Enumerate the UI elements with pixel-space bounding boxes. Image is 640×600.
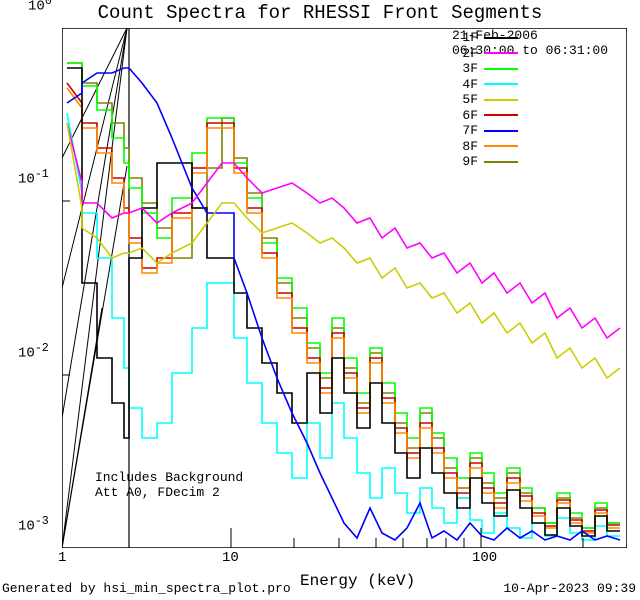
legend-swatch-6F [484,114,518,116]
legend-row-5F[interactable]: 5F [452,92,518,108]
series-3F[interactable] [67,63,620,528]
x-tick-label-10: 10 [222,550,239,566]
legend-swatch-8F [484,145,518,147]
y-tick-label-3: 10-3 [18,514,49,535]
annotation-text: Includes Background Att A0, FDecim 2 [95,470,243,500]
legend-swatch-4F [484,83,518,85]
chart-title: Count Spectra for RHESSI Front Segments [0,2,640,24]
rhessi-spectra-window: Count Spectra for RHESSI Front Segments [0,0,640,600]
y-tick-label-0: 100 [28,0,52,15]
series-8F[interactable] [67,88,620,533]
y-tick-label-2: 10-2 [18,341,49,362]
series-2F[interactable] [67,123,620,338]
series-9F[interactable] [67,63,620,528]
x-tick-label-100: 100 [472,550,497,566]
x-tick-label-1: 1 [58,550,66,566]
legend-row-3F[interactable]: 3F [452,61,518,77]
legend-swatch-2F [484,52,518,54]
legend-row-8F[interactable]: 8F [452,139,518,155]
legend-swatch-7F [484,130,518,132]
series-1F[interactable] [67,68,620,536]
spectra-series-group [67,63,620,540]
legend-row-2F[interactable]: 2F [452,46,518,62]
y-axis-ticks [62,28,70,548]
y-tick-label-1: 10-1 [18,167,49,188]
y-axis-label: counts cm⁻² s⁻¹ keV⁻¹ [0,0,2,210]
legend-swatch-3F [484,68,518,70]
legend-swatch-1F [484,37,518,39]
legend-row-9F[interactable]: 9F [452,154,518,170]
legend-block: 1F 2F 3F 4F 5F 6F 7F 8F [452,30,518,170]
x-axis-label: Energy (keV) [300,572,415,590]
legend-row-1F[interactable]: 1F [452,30,518,46]
series-6F[interactable] [67,83,620,531]
legend-row-7F[interactable]: 7F [452,123,518,139]
legend-swatch-9F [484,161,518,163]
footer-right-text: 10-Apr-2023 09:39 [503,581,636,596]
legend-row-6F[interactable]: 6F [452,108,518,124]
footer-left-text: Generated by hsi_min_spectra_plot.pro [2,581,291,596]
legend-row-4F[interactable]: 4F [452,77,518,93]
legend-swatch-5F [484,99,518,101]
